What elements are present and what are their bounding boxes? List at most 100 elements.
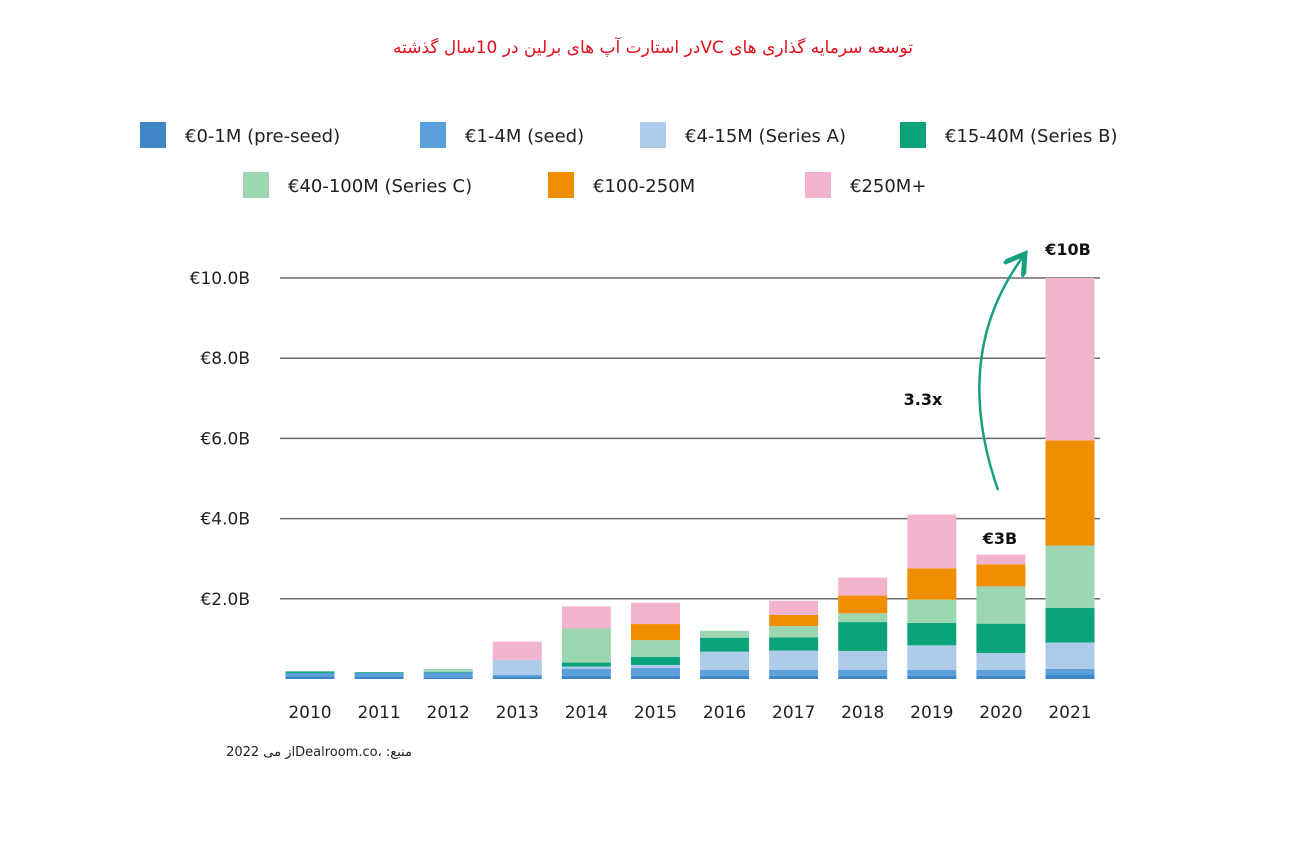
y-tick-label-4: €10.0B <box>190 269 250 289</box>
bar-2020-series-1 <box>976 669 1026 676</box>
bar-2011-series-0 <box>354 676 404 679</box>
bar-2011-series-3 <box>354 672 404 673</box>
legend-label-4: €40-100M (Series C) <box>288 176 472 197</box>
bar-2021-series-4 <box>1045 545 1095 609</box>
source-note: منبع: ،Dealroom.coاز می 2022 <box>226 745 412 760</box>
bar-2021-series-1 <box>1045 668 1095 675</box>
bar-2017-series-1 <box>769 669 819 676</box>
bar-2015-series-1 <box>630 667 680 676</box>
x-axis: 2010 2011 2012 2013 2014 2015 2016 2017 2018 2019… <box>288 703 1091 723</box>
bar-2012-series-3 <box>423 671 473 673</box>
x-tick-label-2018: 2018 <box>841 703 884 723</box>
bar-2019-series-4 <box>907 599 957 623</box>
bar-2019-series-1 <box>907 669 957 676</box>
x-tick-label-2020: 2020 <box>979 703 1022 723</box>
legend-swatch-6 <box>805 172 831 198</box>
bar-2018-series-3 <box>838 622 888 651</box>
bar-2015-series-4 <box>630 640 680 657</box>
bar-2018-series-4 <box>838 613 888 623</box>
x-tick-label-2011: 2011 <box>357 703 400 723</box>
x-tick-label-2014: 2014 <box>565 703 608 723</box>
legend-label-0: €0-1M (pre-seed) <box>185 126 340 147</box>
bar-2014-series-0 <box>561 675 611 679</box>
bar-2021-series-0 <box>1045 674 1095 679</box>
y-tick-label-1: €4.0B <box>200 510 250 530</box>
bar-2012-series-4 <box>423 668 473 672</box>
bar-2016-series-3 <box>700 637 750 652</box>
bar-2011-series-1 <box>354 672 404 677</box>
x-tick-label-2013: 2013 <box>496 703 539 723</box>
bar-2015-series-2 <box>630 664 680 668</box>
x-tick-label-2012: 2012 <box>427 703 470 723</box>
growth-arrow <box>978 258 1022 491</box>
bar-2019-series-2 <box>907 645 957 670</box>
annotation-2: 3.3x <box>904 390 943 409</box>
bar-2017-series-3 <box>769 637 819 651</box>
y-tick-label-2: €6.0B <box>200 429 250 449</box>
y-axis: €2.0B €4.0B €6.0B €8.0B €10.0B <box>190 269 250 610</box>
bar-2020-series-2 <box>976 652 1026 670</box>
bar-2014-series-4 <box>561 628 611 663</box>
bar-2017-series-5 <box>769 614 819 627</box>
bar-2014-series-3 <box>561 662 611 667</box>
bar-2016-series-1 <box>700 669 750 676</box>
bar-2010-series-0 <box>285 676 335 679</box>
legend: €0-1M (pre-seed) €1-4M (seed) €4-15M (Seri… <box>140 122 1117 198</box>
legend-swatch-5 <box>548 172 574 198</box>
bar-2015-series-0 <box>630 675 680 679</box>
bar-2017-series-6 <box>769 600 819 615</box>
bar-2015-series-3 <box>630 656 680 665</box>
bar-2021-series-2 <box>1045 642 1095 669</box>
bar-2018-series-2 <box>838 650 888 670</box>
bar-2013-series-6 <box>492 641 542 660</box>
bar-2013-series-2 <box>492 659 542 675</box>
bar-2016-series-0 <box>700 675 750 679</box>
bar-2014-series-6 <box>561 606 611 629</box>
bar-2016-series-4 <box>700 630 750 638</box>
legend-swatch-1 <box>420 122 446 148</box>
legend-swatch-2 <box>640 122 666 148</box>
bar-2017-series-4 <box>769 626 819 638</box>
bar-2014-series-1 <box>561 668 611 676</box>
bar-2021-series-6 <box>1045 278 1095 441</box>
bar-2014-series-2 <box>561 666 611 669</box>
bar-2015-series-6 <box>630 602 680 625</box>
bar-2021-series-3 <box>1045 608 1095 643</box>
bar-2016-series-2 <box>700 651 750 670</box>
bar-2020-series-5 <box>976 564 1026 587</box>
chart-title: توسعه سرمایه گذاری های VCدر استارت آپ ها… <box>393 38 913 58</box>
bar-2020-series-0 <box>976 675 1026 679</box>
annotations: €10B €3B 3.3x <box>904 240 1091 548</box>
bar-2021-series-5 <box>1045 440 1095 546</box>
bar-2018-series-6 <box>838 577 888 596</box>
bar-2020-series-6 <box>976 554 1026 565</box>
x-tick-label-2016: 2016 <box>703 703 746 723</box>
bar-2020-series-3 <box>976 623 1026 653</box>
x-tick-label-2021: 2021 <box>1048 703 1091 723</box>
legend-swatch-3 <box>900 122 926 148</box>
bars <box>285 278 1095 679</box>
bar-2010-series-3 <box>285 671 335 673</box>
bar-2019-series-3 <box>907 622 957 646</box>
bar-2019-series-5 <box>907 568 957 600</box>
bar-2018-series-5 <box>838 595 888 614</box>
bar-2017-series-2 <box>769 650 819 670</box>
legend-swatch-0 <box>140 122 166 148</box>
y-tick-label-0: €2.0B <box>200 590 250 610</box>
bar-2019-series-0 <box>907 675 957 679</box>
bar-2018-series-0 <box>838 675 888 679</box>
bar-2013-series-1 <box>492 674 542 677</box>
bar-2012-series-1 <box>423 672 473 678</box>
legend-label-1: €1-4M (seed) <box>465 126 584 147</box>
annotation-0: €10B <box>1044 240 1091 259</box>
legend-label-3: €15-40M (Series B) <box>945 126 1117 147</box>
x-tick-label-2010: 2010 <box>288 703 331 723</box>
x-tick-label-2017: 2017 <box>772 703 815 723</box>
legend-label-2: €4-15M (Series A) <box>685 126 846 147</box>
x-tick-label-2019: 2019 <box>910 703 953 723</box>
bar-2018-series-1 <box>838 669 888 676</box>
bar-2010-series-1 <box>285 672 335 677</box>
bar-2020-series-4 <box>976 586 1026 624</box>
grid-lines <box>280 277 1100 600</box>
